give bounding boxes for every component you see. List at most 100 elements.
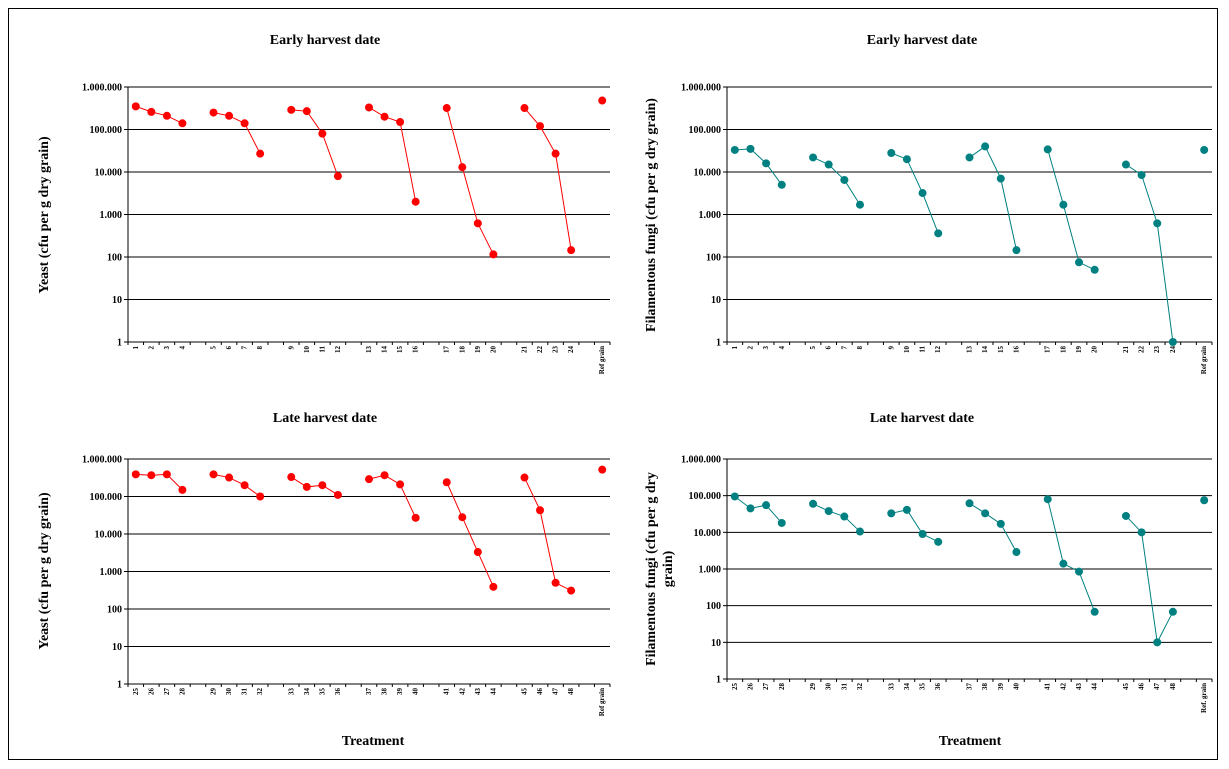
data-point <box>225 111 234 120</box>
data-point <box>240 481 249 490</box>
series-line <box>891 152 939 234</box>
chart-1: Early harvest date 1 10 100 1.000 10.000 100.0… <box>37 33 611 374</box>
series-line <box>135 105 183 124</box>
y-tick-label: 10.000 <box>694 168 722 179</box>
x-tick-label: 14 <box>981 346 989 354</box>
data-point <box>965 153 974 162</box>
x-tick-label: 15 <box>997 346 1005 354</box>
x-tick-label: 34 <box>903 683 911 691</box>
x-tick-label: 46 <box>536 688 544 696</box>
data-point <box>567 586 576 595</box>
data-point <box>1153 638 1162 647</box>
chart-title: Early harvest date <box>270 33 380 48</box>
series-line <box>969 145 1017 251</box>
data-point <box>411 513 420 522</box>
y-tick-label: 1.000 <box>699 565 722 576</box>
x-tick-label: 17 <box>443 346 451 354</box>
data-point <box>396 118 405 127</box>
x-tick-label: 46 <box>1138 683 1146 691</box>
y-tick-label: 100.000 <box>689 125 722 136</box>
data-point <box>131 102 140 111</box>
y-tick-label: 10.000 <box>694 528 722 539</box>
data-point <box>551 578 560 587</box>
data-point <box>824 507 833 516</box>
y-axis-label: Yeast (cfu per g dry grain) <box>37 136 52 294</box>
series-line <box>368 107 417 202</box>
series-line <box>291 109 339 177</box>
data-point <box>1153 219 1162 228</box>
series-line <box>1125 515 1174 644</box>
series-line <box>135 473 183 491</box>
x-tick-label: 42 <box>1059 683 1067 691</box>
x-tick-label: 32 <box>856 683 864 691</box>
x-tick-label: 25 <box>731 683 739 691</box>
data-point <box>225 473 234 482</box>
y-tick-label: 1.000.000 <box>681 83 721 94</box>
data-point <box>489 582 498 591</box>
series-line <box>446 482 494 588</box>
data-point <box>380 112 389 121</box>
data-point <box>1075 258 1084 267</box>
x-tick-label: 41 <box>443 688 451 696</box>
data-point <box>855 527 864 536</box>
x-tick-label: 15 <box>396 346 404 354</box>
x-tick-label: 41 <box>1044 683 1052 691</box>
data-point <box>1168 607 1177 616</box>
series-line <box>891 509 939 543</box>
x-tick-label: 28 <box>778 683 786 691</box>
y-tick-label: 100 <box>706 253 721 264</box>
x-tick-label: 9 <box>287 346 295 350</box>
x-tick-label: 30 <box>825 683 833 691</box>
x-tick-label: 5 <box>809 346 817 350</box>
y-tick-label: 100 <box>107 605 122 616</box>
x-tick-label: 35 <box>318 688 326 696</box>
y-tick-label: 100 <box>706 601 721 612</box>
x-tick-label: 31 <box>241 688 249 696</box>
data-point <box>178 119 187 128</box>
data-point <box>809 499 818 508</box>
x-tick-label: 3 <box>163 346 171 350</box>
x-tick-label: 7 <box>840 346 848 350</box>
data-point <box>256 492 265 501</box>
x-tick-label: 47 <box>1153 683 1161 691</box>
x-tick-label: 35 <box>919 683 927 691</box>
series-line <box>524 477 572 592</box>
data-point <box>1012 246 1021 255</box>
data-point <box>442 104 451 113</box>
data-point <box>777 518 786 527</box>
data-point <box>777 180 786 189</box>
x-tick-label: 13 <box>365 346 373 354</box>
data-point <box>855 200 864 209</box>
data-point <box>333 172 342 181</box>
x-tick-label: 24 <box>1169 346 1177 354</box>
data-point <box>1059 200 1068 209</box>
x-tick-label: 39 <box>997 683 1005 691</box>
data-point <box>1200 145 1209 154</box>
data-point <box>1168 338 1177 346</box>
data-point <box>240 119 249 128</box>
y-axis-label: Filamentous fungi (cfu per g dry grain) <box>644 98 659 332</box>
data-point <box>934 537 943 546</box>
data-point <box>458 163 467 172</box>
x-tick-label: 9 <box>887 346 895 350</box>
x-tick-label: 12 <box>334 346 342 354</box>
data-point <box>1137 170 1146 179</box>
y-tick-label: 10.000 <box>95 168 123 179</box>
y-tick-label: 10 <box>112 642 122 653</box>
y-tick-label: 100.000 <box>90 492 123 503</box>
x-axis-label: Treatment <box>939 734 1002 749</box>
data-point <box>365 475 373 484</box>
data-point <box>902 505 911 514</box>
data-point <box>333 490 342 499</box>
chart-2: Early harvest date 1 10 100 1.000 10.000 100.0… <box>644 33 1213 374</box>
chart-3: Late harvest date 1 10 100 1.000 10.000 100.00… <box>37 411 611 749</box>
data-point <box>1059 559 1068 568</box>
data-point <box>981 509 990 518</box>
x-tick-label: 36 <box>334 688 342 696</box>
series-line <box>812 503 861 532</box>
x-tick-label: 31 <box>840 683 848 691</box>
x-tick-label: 18 <box>458 346 466 354</box>
x-tick-label: 37 <box>966 683 974 691</box>
x-tick-label: 6 <box>825 346 833 350</box>
